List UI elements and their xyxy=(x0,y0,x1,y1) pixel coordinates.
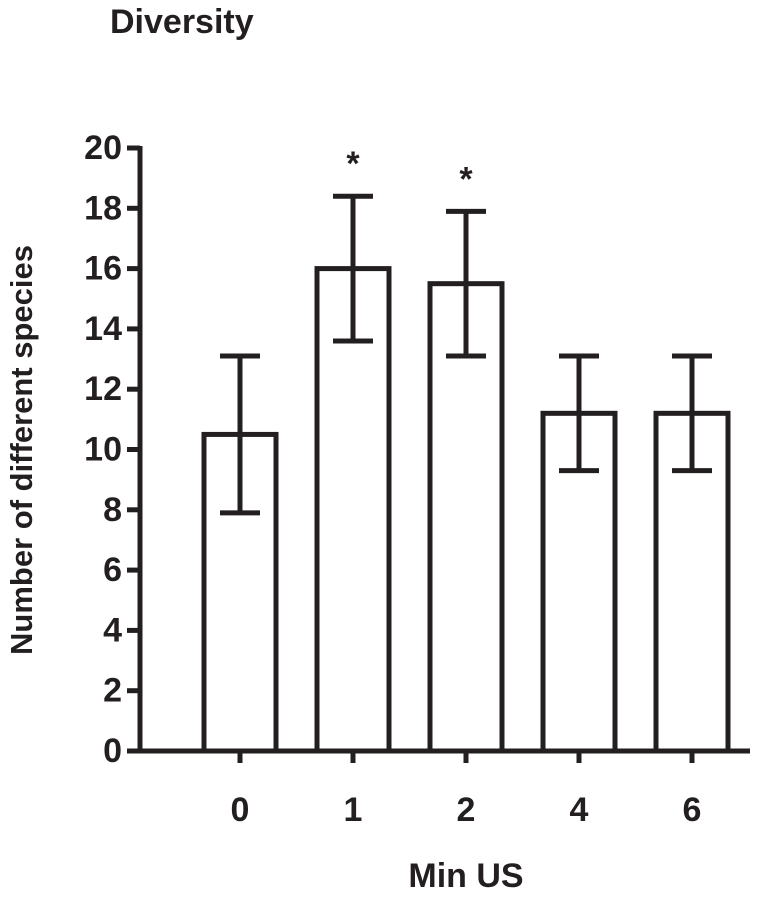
x-tick-label: 4 xyxy=(570,791,589,829)
y-tick-label: 20 xyxy=(84,129,122,167)
significance-mark: * xyxy=(459,160,473,198)
y-tick-label: 10 xyxy=(84,430,122,468)
y-tick-label: 6 xyxy=(103,551,122,589)
error-bar xyxy=(672,353,712,474)
y-tick-label: 2 xyxy=(103,672,122,710)
x-axis-label: Min US xyxy=(408,857,523,895)
bar xyxy=(427,281,505,754)
x-tick-label: 0 xyxy=(231,791,250,829)
y-tick-label: 14 xyxy=(84,310,122,348)
x-tick-label: 6 xyxy=(683,791,702,829)
y-tick-label: 0 xyxy=(103,732,122,770)
bar xyxy=(201,431,279,754)
y-tick-label: 18 xyxy=(84,189,122,227)
y-tick-label: 8 xyxy=(103,491,122,529)
chart-title: Diversity xyxy=(110,3,254,41)
significance-mark: * xyxy=(346,145,360,183)
y-axis-label: Number of different species xyxy=(4,245,39,655)
error-bar xyxy=(333,193,373,344)
x-tick-label: 1 xyxy=(344,791,363,829)
y-tick-label: 16 xyxy=(84,250,122,288)
y-tick-label: 12 xyxy=(84,370,122,408)
error-bar xyxy=(446,208,486,359)
y-tick-label: 4 xyxy=(103,611,122,649)
error-bar xyxy=(559,353,599,474)
x-tick-label: 2 xyxy=(457,791,476,829)
error-bar xyxy=(220,353,260,516)
